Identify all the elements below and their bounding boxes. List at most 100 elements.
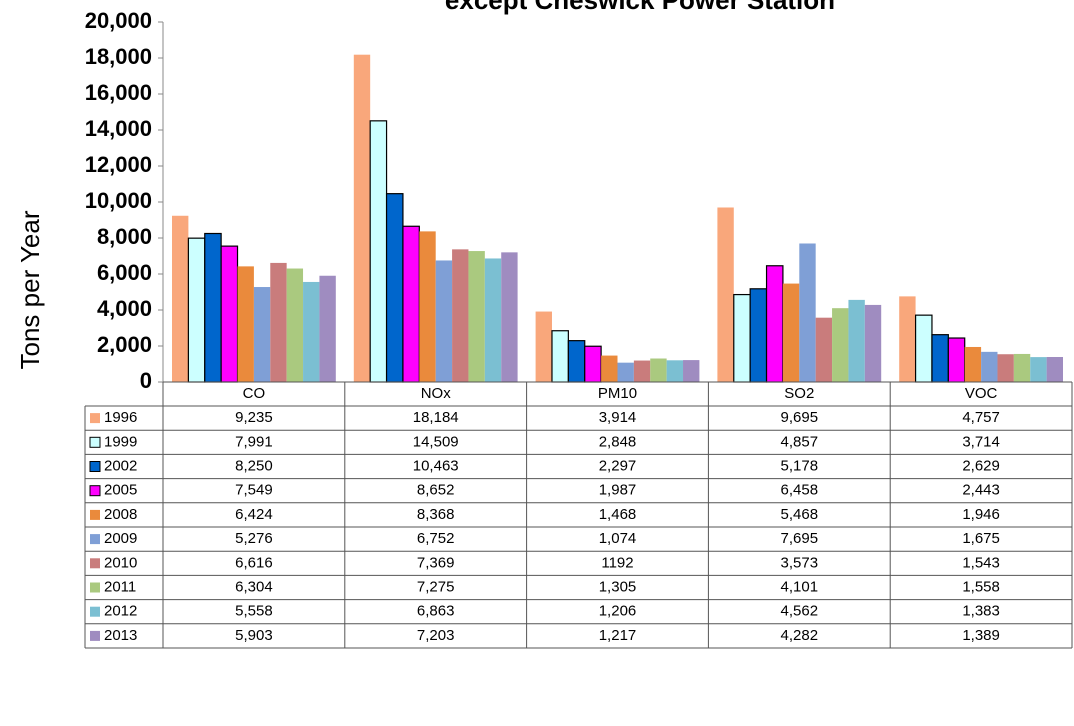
x-tick-label: VOC xyxy=(965,385,998,402)
bar xyxy=(782,283,800,382)
chart-title: except Cheswick Power Station xyxy=(445,0,835,15)
y-tick-label: 8,000 xyxy=(97,224,152,249)
table-cell: 7,369 xyxy=(417,554,455,571)
bar xyxy=(765,265,784,383)
y-tick-label: 4,000 xyxy=(97,296,152,321)
bar xyxy=(799,243,816,382)
y-tick-label: 14,000 xyxy=(85,116,152,141)
bar xyxy=(402,225,420,383)
table-cell: 1,305 xyxy=(599,578,637,595)
table-cell: 6,458 xyxy=(781,482,819,499)
table-cell: 6,424 xyxy=(235,506,273,523)
table-cell: 5,468 xyxy=(781,506,819,523)
table-cell: 7,991 xyxy=(235,433,273,450)
x-tick-label: NOx xyxy=(421,385,452,402)
table-cell: 6,752 xyxy=(417,530,455,547)
y-tick-label: 20,000 xyxy=(85,8,152,33)
table-cell: 1,543 xyxy=(962,554,1000,571)
bar xyxy=(303,281,320,382)
legend-label: 2009 xyxy=(104,530,137,547)
legend-swatch xyxy=(90,582,100,593)
bar xyxy=(452,249,469,382)
table-cell: 2,629 xyxy=(962,457,1000,474)
table-cell: 5,276 xyxy=(235,530,273,547)
bar xyxy=(501,252,518,382)
x-tick-label: CO xyxy=(243,385,266,402)
y-tick-label: 10,000 xyxy=(85,188,152,213)
table-cell: 8,652 xyxy=(417,482,455,499)
y-tick-label: 12,000 xyxy=(85,152,152,177)
table-cell: 7,203 xyxy=(417,627,455,644)
table-cell: 8,368 xyxy=(417,506,455,523)
table-cell: 7,275 xyxy=(417,578,455,595)
table-cell: 2,848 xyxy=(599,433,637,450)
x-tick-label: PM10 xyxy=(598,385,637,402)
table-cell: 3,573 xyxy=(781,554,819,571)
bar xyxy=(1013,353,1031,382)
table-cell: 5,178 xyxy=(781,457,819,474)
bar xyxy=(237,266,254,382)
table-cell: 10,463 xyxy=(413,457,459,474)
bar xyxy=(947,337,966,383)
legend-label: 2008 xyxy=(104,506,137,523)
legend-swatch xyxy=(90,558,100,569)
table-cell: 18,184 xyxy=(413,409,459,426)
table-cell: 1,217 xyxy=(599,627,637,644)
bar xyxy=(864,304,882,382)
table-cell: 3,714 xyxy=(962,433,1000,450)
legend-swatch xyxy=(89,485,101,497)
legend-swatch xyxy=(90,413,100,424)
bar xyxy=(666,360,684,382)
table-cell: 1,946 xyxy=(962,506,1000,523)
legend-label: 2012 xyxy=(104,603,137,620)
table-cell: 1,383 xyxy=(962,603,1000,620)
table-cell: 6,616 xyxy=(235,554,273,571)
y-tick-label: 6,000 xyxy=(97,260,152,285)
x-tick-label: SO2 xyxy=(784,385,814,402)
legend-label: 2010 xyxy=(104,554,137,571)
y-axis-label: Tons per Year xyxy=(15,210,45,369)
bar xyxy=(270,262,287,382)
bar xyxy=(253,287,271,382)
table-cell: 5,558 xyxy=(235,603,273,620)
y-tick-label: 2,000 xyxy=(97,332,152,357)
bar xyxy=(1030,357,1047,382)
legend-label: 1999 xyxy=(104,433,137,450)
table-cell: 1,389 xyxy=(962,627,1000,644)
legend-label: 2002 xyxy=(104,457,137,474)
bar xyxy=(899,296,916,382)
bar xyxy=(567,340,586,383)
bar xyxy=(832,308,849,382)
legend-label: 2005 xyxy=(104,482,137,499)
bar xyxy=(848,299,865,382)
table-cell: 1192 xyxy=(601,554,633,571)
bar xyxy=(319,275,336,382)
table-cell: 8,250 xyxy=(235,457,273,474)
legend-label: 2011 xyxy=(104,578,136,595)
bar xyxy=(468,251,485,382)
bar xyxy=(964,346,982,382)
bar xyxy=(584,345,602,383)
table-cell: 4,282 xyxy=(781,627,819,644)
table-cell: 4,562 xyxy=(781,603,819,620)
bar xyxy=(353,54,371,383)
table-cell: 9,235 xyxy=(235,409,273,426)
table-cell: 1,206 xyxy=(599,603,637,620)
table-cell: 3,914 xyxy=(599,409,637,426)
bar xyxy=(419,231,436,382)
bar xyxy=(981,351,998,382)
bar xyxy=(683,360,700,382)
legend-label: 1996 xyxy=(104,409,137,426)
legend-swatch xyxy=(90,509,100,520)
bar xyxy=(914,314,933,383)
bar xyxy=(633,360,651,382)
table-cell: 2,443 xyxy=(962,482,1000,499)
bar xyxy=(385,193,404,383)
bar xyxy=(650,358,667,382)
table-cell: 6,304 xyxy=(235,578,273,595)
bar xyxy=(601,355,618,382)
bar xyxy=(997,354,1014,382)
table-cell: 5,903 xyxy=(235,627,273,644)
bar xyxy=(535,311,552,382)
table-cell: 14,509 xyxy=(413,433,459,450)
